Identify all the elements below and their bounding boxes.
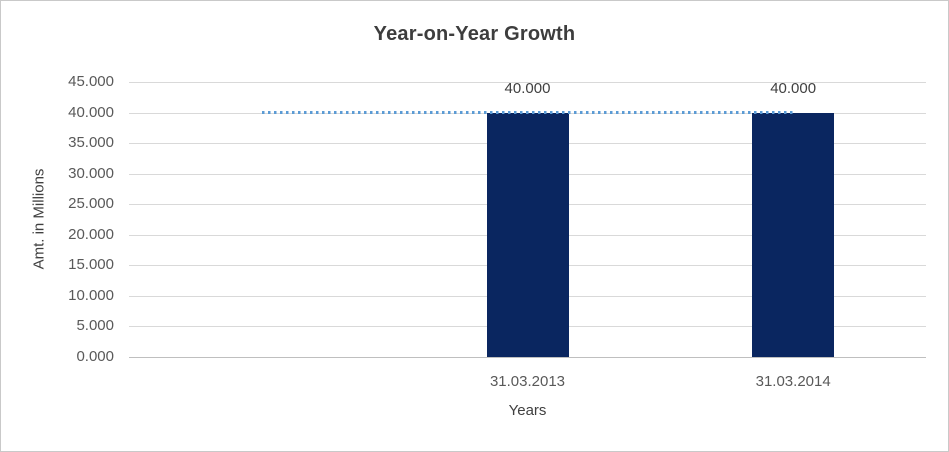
- y-axis-tick-label: 10.000: [68, 286, 114, 304]
- y-axis-tick-label: 30.000: [68, 164, 114, 182]
- x-axis-line: [129, 357, 926, 358]
- y-axis-tick-label: 35.000: [68, 134, 114, 152]
- gridline: [129, 82, 926, 83]
- plot-area: 40.000 40.000: [129, 79, 926, 358]
- y-axis-tick-label: 5.000: [76, 317, 114, 335]
- bar: [486, 112, 569, 357]
- y-axis-tick-label: 20.000: [68, 225, 114, 243]
- y-axis-title: Amt. in Millions: [30, 168, 48, 270]
- y-axis-tick-label: 0.000: [76, 348, 114, 365]
- y-axis-tick-label: 40.000: [68, 103, 114, 121]
- reference-dotted-line: [261, 110, 794, 114]
- y-axis-tick-label: 45.000: [68, 73, 114, 90]
- bar-data-label: 40.000: [770, 79, 817, 97]
- x-axis-title: Years: [508, 402, 547, 419]
- chart-title: Year-on-Year Growth: [373, 23, 576, 45]
- x-axis-tick-label: 31.03.2013: [489, 373, 566, 390]
- y-axis-tick-label: 25.000: [68, 195, 114, 213]
- bar-data-label: 40.000: [504, 79, 551, 97]
- bar: [752, 112, 835, 357]
- y-axis-tick-label: 15.000: [68, 256, 114, 274]
- x-axis-tick-label: 31.03.2014: [755, 373, 831, 390]
